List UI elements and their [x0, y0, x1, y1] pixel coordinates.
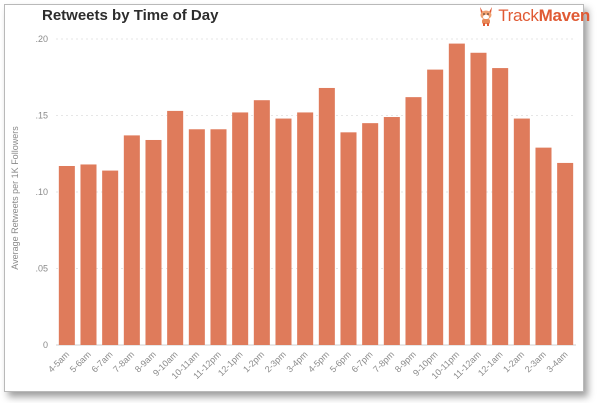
- y-tick-label: .20: [35, 34, 48, 44]
- bar-10-11pm: [448, 43, 465, 346]
- bar-5-6pm: [340, 132, 357, 345]
- x-tick-label: 6-7am: [89, 349, 114, 374]
- y-tick-label: .05: [35, 264, 48, 274]
- bar-9-10pm: [427, 69, 444, 345]
- x-tick-label: 1-2pm: [241, 349, 266, 374]
- x-tick-label: 1-2am: [501, 349, 526, 374]
- chart-title: Retweets by Time of Day: [42, 7, 219, 24]
- x-tick-label: 4-5am: [46, 349, 71, 374]
- y-tick-label: .15: [35, 111, 48, 121]
- gridlines: [56, 38, 576, 346]
- chart-frame: [4, 4, 584, 392]
- x-tick-label: 12-1am: [476, 349, 505, 378]
- bar-1-2am: [513, 118, 530, 345]
- bar-2-3am: [535, 147, 552, 345]
- corgi-dog-logo-icon: [480, 7, 493, 26]
- y-axis-label: Average Retweets per 1K Followers: [10, 126, 20, 270]
- brand-name: TrackMaven: [498, 6, 590, 25]
- bar-5-6am: [80, 164, 97, 345]
- bar-11-12pm: [210, 129, 227, 345]
- x-tick-label: 7-8pm: [371, 349, 396, 374]
- x-axis-ticks: 4-5am5-6am6-7am7-8am8-9am9-10am10-11am11…: [46, 349, 569, 381]
- bar-3-4am: [557, 162, 574, 345]
- x-tick-label: 2-3am: [523, 349, 548, 374]
- bar-3-4pm: [297, 112, 314, 345]
- x-tick-label: 4-5pm: [306, 349, 331, 374]
- bar-4-5am: [58, 165, 75, 345]
- x-tick-label: 3-4am: [544, 349, 569, 374]
- bar-2-3pm: [275, 118, 292, 345]
- x-tick-label: 5-6pm: [328, 349, 353, 374]
- bar-7-8am: [123, 135, 140, 345]
- bar-1-2pm: [253, 100, 270, 345]
- bar-9-10am: [167, 110, 184, 345]
- x-tick-label: 3-4pm: [284, 349, 309, 374]
- y-tick-label: 0: [43, 340, 48, 350]
- bar-7-8pm: [383, 117, 400, 345]
- bar-8-9am: [145, 139, 162, 345]
- y-axis-ticks: 0 .05 .10 .15 .20: [35, 34, 48, 350]
- x-tick-label: 5-6am: [68, 349, 93, 374]
- bars: [58, 43, 574, 346]
- bar-4-5pm: [318, 87, 335, 346]
- x-tick-label: 2-3pm: [263, 349, 288, 374]
- y-tick-label: .10: [35, 187, 48, 197]
- bar-8-9pm: [405, 97, 422, 345]
- bar-12-1am: [492, 68, 509, 345]
- x-tick-label: 6-7pm: [349, 349, 374, 374]
- x-tick-label: 7-8am: [111, 349, 136, 374]
- brand-logo: TrackMaven: [477, 6, 590, 26]
- bar-10-11am: [188, 129, 205, 345]
- bar-12-1pm: [232, 112, 249, 345]
- bar-6-7am: [102, 170, 119, 345]
- x-tick-label: 12-1pm: [216, 349, 245, 378]
- bar-11-12am: [470, 52, 487, 346]
- bar-6-7pm: [362, 123, 379, 346]
